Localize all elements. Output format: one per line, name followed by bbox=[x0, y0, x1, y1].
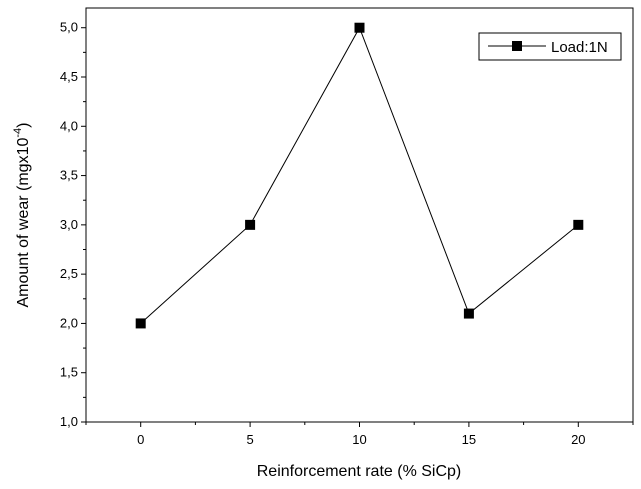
legend: Load:1N bbox=[478, 32, 622, 61]
y-tick-label: 5,0 bbox=[60, 20, 78, 35]
x-tick-label: 5 bbox=[246, 432, 253, 447]
legend-marker bbox=[512, 41, 522, 51]
data-point bbox=[354, 22, 365, 33]
series-line bbox=[140, 26, 579, 324]
y-axis-title-close: ) bbox=[15, 123, 32, 128]
y-tick-label: 1,0 bbox=[60, 414, 78, 429]
y-tick-label: 2,5 bbox=[60, 266, 78, 281]
y-tick-label: 3,0 bbox=[60, 217, 78, 232]
x-axis-title: Reinforcement rate (% SiCp) bbox=[257, 463, 462, 480]
y-axis-title-main: Amount of wear (mgx10 bbox=[15, 138, 32, 308]
y-axis-title: Amount of wear (mgx10-4) bbox=[12, 123, 32, 308]
y-tick-label: 1,5 bbox=[60, 365, 78, 380]
series-load-1n bbox=[135, 22, 584, 329]
x-tick-label: 0 bbox=[137, 432, 144, 447]
legend-label: Load:1N bbox=[551, 39, 608, 56]
x-tick-label: 10 bbox=[352, 432, 366, 447]
y-tick-label: 4,0 bbox=[60, 118, 78, 133]
x-tick-label: 20 bbox=[571, 432, 585, 447]
x-axis: 0 5 10 15 20 bbox=[85, 422, 634, 447]
plot-frame bbox=[85, 7, 634, 423]
data-point bbox=[245, 219, 256, 230]
data-point bbox=[135, 318, 146, 329]
y-tick-label: 4,5 bbox=[60, 69, 78, 84]
data-point bbox=[573, 219, 584, 230]
data-point bbox=[463, 308, 474, 319]
y-tick-label: 2,0 bbox=[60, 315, 78, 330]
y-axis-title-exponent: -4 bbox=[12, 128, 24, 138]
y-axis: 1,0 1,5 2,0 2,5 3,0 3,5 4,0 4,5 5,0 bbox=[60, 20, 86, 429]
y-tick-label: 3,5 bbox=[60, 168, 78, 183]
x-tick-label: 15 bbox=[462, 432, 476, 447]
